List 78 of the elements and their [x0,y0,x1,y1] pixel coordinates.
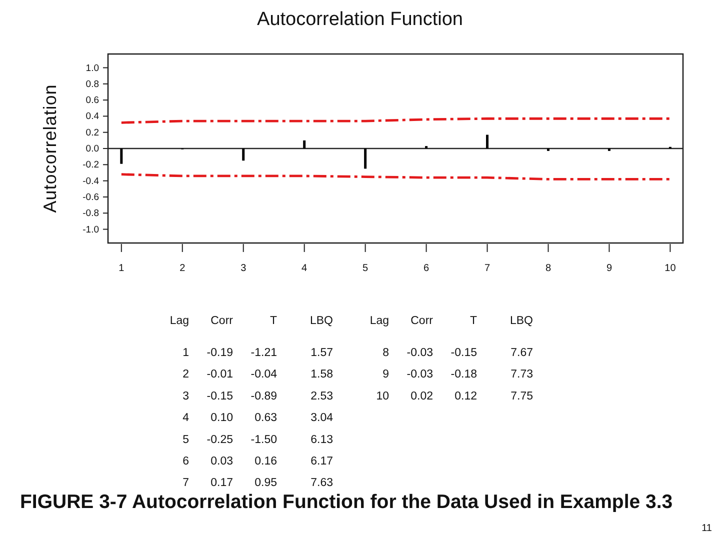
x-tick-label: 1 [118,263,125,274]
text: -1.50 [250,434,277,446]
text: 9 [382,368,389,381]
text: 10 [376,390,389,402]
bar [303,140,306,148]
y-tick-label: -0.6 [82,192,99,203]
text: 7.67 [510,347,533,359]
text: Corr [410,315,434,327]
text: 0.12 [454,390,477,402]
text: -0.15 [206,390,233,402]
text: -0.15 [450,347,477,359]
text: 7.63 [310,477,333,490]
text: 11 [702,523,712,534]
text: 8 [382,347,389,359]
text: 0.10 [210,412,233,424]
bar [242,148,245,161]
text: 0.03 [210,456,233,468]
text: 6.17 [310,456,333,468]
text: LBQ [510,315,534,327]
y-tick-label: -0.2 [82,160,99,171]
x-tick-label: 7 [484,263,490,274]
x-tick-label: 3 [240,263,247,274]
text: 7.75 [510,390,533,402]
chart-title: Autocorrelation Function [257,9,463,30]
text: 7.73 [510,368,533,381]
text: 0.95 [254,477,277,490]
text: -0.18 [450,368,477,381]
text: 0.17 [210,477,233,490]
text: -0.25 [206,434,233,446]
text: 3 [182,390,189,402]
text: 1.58 [310,368,333,381]
y-axis-title: Autocorrelation [40,84,60,213]
bar [486,134,489,148]
x-tick-label: 2 [180,263,186,274]
text: 4 [182,412,190,424]
text: 6 [182,456,189,468]
text: -0.01 [206,368,233,381]
text: 0.63 [254,412,277,424]
x-tick-label: 4 [302,263,308,274]
text: 2 [182,368,189,381]
text: -0.03 [406,347,433,359]
text: -1.21 [250,347,277,359]
text: 7 [182,477,189,490]
y-tick-label: 0.0 [86,144,99,155]
text: Lag [170,315,189,327]
text: LBQ [310,315,334,327]
text: -0.04 [250,368,278,381]
text: 2.53 [310,390,333,402]
text: -0.19 [206,347,233,359]
caption: FIGURE 3-7 Autocorrelation Function for the Data Used in Example 3.3 [20,491,673,513]
y-tick-label: 1.0 [86,62,99,74]
x-tick-label: 8 [545,263,552,274]
y-tick-label: 0.8 [86,78,99,90]
text: Lag [370,315,389,327]
text: Corr [210,315,234,327]
text: 1 [182,347,189,359]
text: -0.89 [250,390,277,402]
y-tick-label: -0.4 [82,176,99,187]
text: 5 [182,434,189,446]
text: 0.16 [254,456,277,468]
text: 3.04 [310,412,334,424]
text: -0.03 [406,368,433,381]
text: T [470,315,477,327]
x-tick-label: 9 [606,263,612,274]
y-tick-label: -1.0 [82,224,99,236]
y-tick-label: 0.6 [86,95,99,106]
text: T [270,315,277,327]
text: 0.02 [410,390,433,402]
y-tick-label: 0.2 [86,127,99,138]
y-tick-label: 0.4 [86,111,99,122]
bar [364,148,367,169]
y-tick-label: -0.8 [82,208,99,220]
text: 6.13 [310,434,333,446]
text: 1.57 [310,347,333,359]
bar [120,148,123,164]
x-tick-label: 5 [362,263,369,274]
x-tick-label: 10 [664,263,676,274]
x-tick-label: 6 [424,263,430,274]
